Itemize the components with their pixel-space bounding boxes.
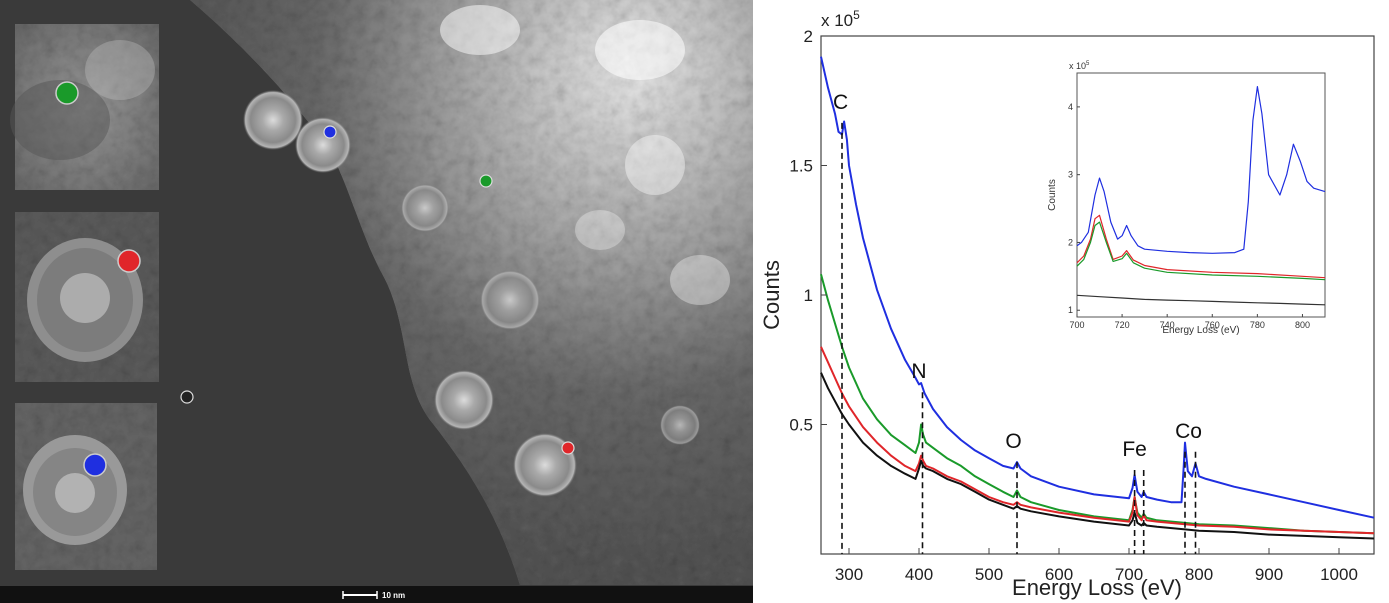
marker-blue xyxy=(323,125,337,139)
y-axis-title: Counts xyxy=(759,260,784,330)
y-tick-label: 1 xyxy=(804,286,813,305)
inset-blue xyxy=(15,403,157,570)
nanoparticle xyxy=(513,433,577,497)
x-tick-label: 720 xyxy=(1115,320,1130,330)
y-tick-label: 1 xyxy=(1068,305,1073,315)
x-tick-label: 700 xyxy=(1069,320,1084,330)
series-line-0 xyxy=(1076,86,1326,254)
x-tick-label: 1000 xyxy=(1320,565,1358,584)
stem-micrograph: 10 nm xyxy=(0,0,753,603)
x-tick-label: 800 xyxy=(1185,565,1213,584)
edge-label: N xyxy=(911,360,926,383)
edge-label: Co xyxy=(1175,420,1202,443)
nanoparticle xyxy=(480,270,540,330)
series-line-3 xyxy=(820,372,1375,540)
inset-green xyxy=(10,24,159,190)
x-tick-label: 760 xyxy=(1205,320,1220,330)
x-tick-label: 780 xyxy=(1250,320,1265,330)
x-tick-label: 800 xyxy=(1295,320,1310,330)
nanoparticle xyxy=(295,117,351,173)
series-line-3 xyxy=(1076,294,1326,306)
inset-plot: 700 720 740 760 780 800 1 2 3 4 x 105 Energy Los… xyxy=(1047,61,1326,336)
x-tick-label: 700 xyxy=(1115,565,1143,584)
scale-bar-label: 10 nm xyxy=(382,591,405,600)
inset-y-axis-title: Counts xyxy=(1047,179,1058,211)
inset-y-multiplier: x 105 xyxy=(1069,61,1090,71)
nanoparticle xyxy=(401,184,449,232)
inset-x-axis-title: Energy Loss (eV) xyxy=(1162,325,1239,336)
y-tick-label: 0.5 xyxy=(789,416,813,435)
y-tick-label: 2 xyxy=(1068,237,1073,247)
series-line-2 xyxy=(820,346,1375,535)
marker-red xyxy=(561,441,575,455)
series-line-1 xyxy=(820,274,1375,535)
main-plot: C N O Fe Co 300 400 500 600 700 800 900 1000 0.5 1 1.… xyxy=(759,8,1375,600)
inset-plot-frame xyxy=(1076,72,1326,318)
y-tick-label: 4 xyxy=(1068,102,1073,112)
series-line-1 xyxy=(1076,214,1326,279)
x-tick-label: 400 xyxy=(905,565,933,584)
marker-green xyxy=(479,174,493,188)
nanoparticle xyxy=(434,370,494,430)
nanoparticle xyxy=(660,405,700,445)
x-tick-label: 740 xyxy=(1160,320,1175,330)
inset-red xyxy=(15,212,159,382)
inset-marker-blue xyxy=(83,453,107,477)
series-line-2 xyxy=(1076,221,1326,281)
y-tick-label: 1.5 xyxy=(789,157,813,176)
series-line-0 xyxy=(820,56,1375,519)
nanoparticle xyxy=(243,90,303,150)
y-tick-label: 2 xyxy=(804,27,813,46)
edge-label: Fe xyxy=(1122,438,1147,461)
y-tick-label: 3 xyxy=(1068,170,1073,180)
edge-label: O xyxy=(1005,430,1021,453)
x-tick-label: 900 xyxy=(1255,565,1283,584)
edge-label: C xyxy=(833,91,848,114)
eels-spectrum-chart: C N O Fe Co 300 400 500 600 700 800 900 1000 0.5 1 1.… xyxy=(753,0,1389,603)
inset-marker-green xyxy=(55,81,79,105)
x-tick-label: 600 xyxy=(1045,565,1073,584)
marker-black xyxy=(180,390,194,404)
x-tick-label: 500 xyxy=(975,565,1003,584)
x-tick-label: 300 xyxy=(835,565,863,584)
x-axis-title: Energy Loss (eV) xyxy=(1012,575,1182,600)
y-multiplier: x 105 xyxy=(821,8,860,30)
inset-marker-red xyxy=(117,249,141,273)
